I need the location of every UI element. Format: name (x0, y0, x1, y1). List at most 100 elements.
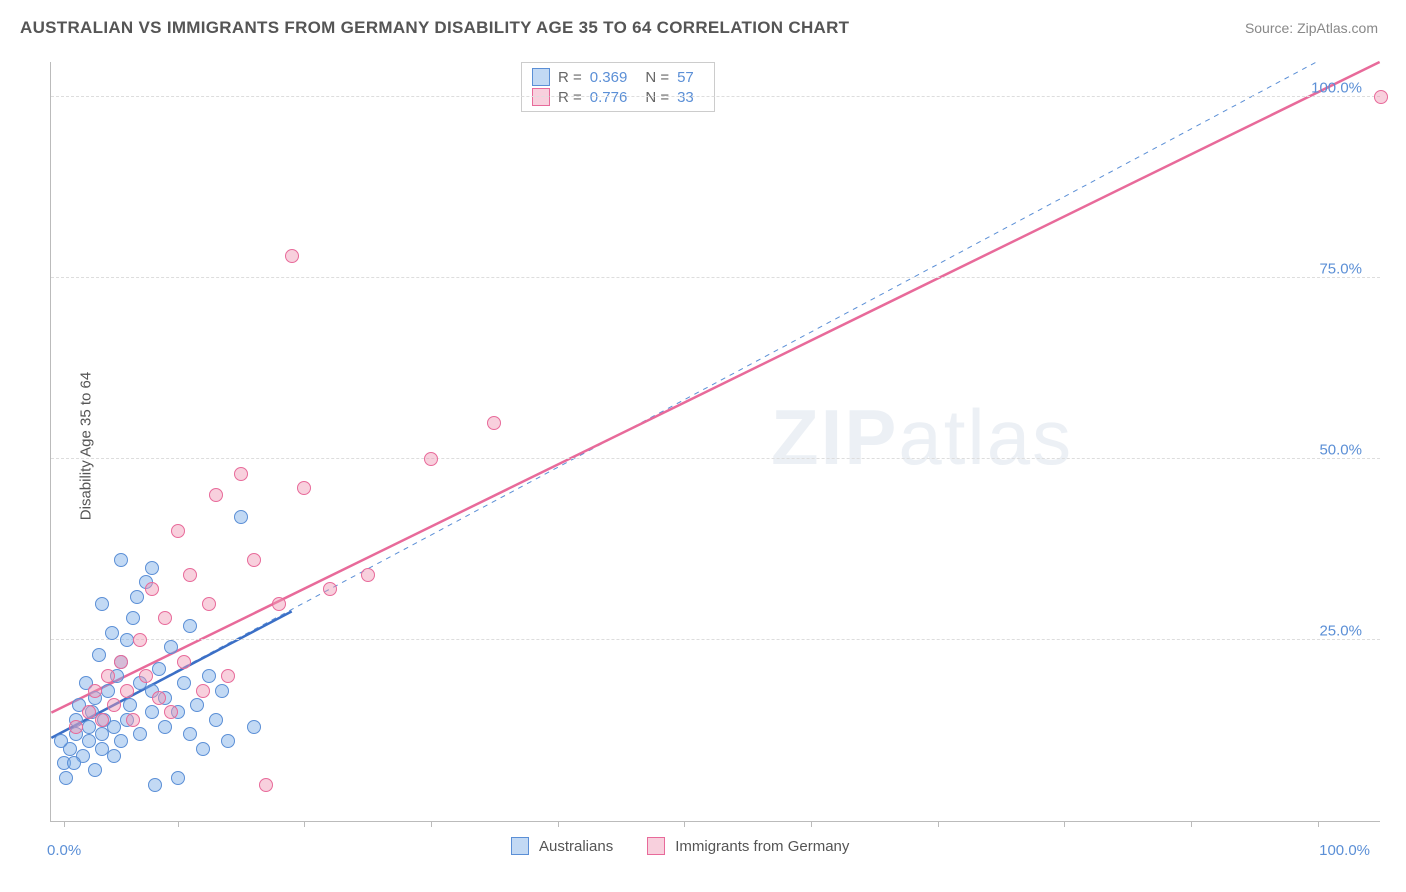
data-point (107, 720, 121, 734)
data-point (209, 713, 223, 727)
data-point (183, 727, 197, 741)
legend-n-value: 57 (677, 69, 694, 86)
data-point (297, 481, 311, 495)
data-point (259, 778, 273, 792)
data-point (105, 626, 119, 640)
x-tick-label-max: 100.0% (1319, 842, 1370, 859)
data-point (247, 720, 261, 734)
data-point (133, 633, 147, 647)
data-point (272, 597, 286, 611)
x-tick (938, 821, 939, 827)
data-point (424, 452, 438, 466)
data-point (164, 640, 178, 654)
x-tick (64, 821, 65, 827)
x-tick (1318, 821, 1319, 827)
data-point (234, 510, 248, 524)
trend-line (51, 62, 1316, 738)
x-tick (558, 821, 559, 827)
y-tick-label: 75.0% (1319, 261, 1362, 278)
data-point (152, 662, 166, 676)
data-point (145, 561, 159, 575)
source-attribution: Source: ZipAtlas.com (1245, 20, 1378, 36)
data-point (171, 524, 185, 538)
x-tick (1191, 821, 1192, 827)
data-point (67, 756, 81, 770)
gridline (51, 277, 1380, 278)
data-point (145, 705, 159, 719)
data-point (164, 705, 178, 719)
data-point (95, 597, 109, 611)
data-point (234, 467, 248, 481)
data-point (107, 749, 121, 763)
data-point (130, 590, 144, 604)
gridline (51, 96, 1380, 97)
x-tick (431, 821, 432, 827)
data-point (126, 611, 140, 625)
legend-series-label: Australians (539, 838, 613, 855)
data-point (59, 771, 73, 785)
data-point (88, 684, 102, 698)
data-point (221, 669, 235, 683)
data-point (148, 778, 162, 792)
legend-r-label: R = (558, 69, 582, 86)
data-point (202, 669, 216, 683)
plot-area: ZIPatlas R =0.369N =57R =0.776N =33 Aust… (50, 62, 1380, 822)
data-point (177, 676, 191, 690)
y-tick-label: 25.0% (1319, 623, 1362, 640)
data-point (158, 611, 172, 625)
data-point (120, 684, 134, 698)
data-point (139, 669, 153, 683)
data-point (361, 568, 375, 582)
data-point (54, 734, 68, 748)
data-point (202, 597, 216, 611)
data-point (285, 249, 299, 263)
data-point (1374, 90, 1388, 104)
trend-lines-layer (51, 62, 1380, 821)
data-point (177, 655, 191, 669)
legend-swatch (511, 837, 529, 855)
data-point (183, 619, 197, 633)
data-point (171, 771, 185, 785)
data-point (247, 553, 261, 567)
data-point (114, 553, 128, 567)
legend-series-label: Immigrants from Germany (675, 838, 849, 855)
data-point (145, 582, 159, 596)
data-point (152, 691, 166, 705)
legend-swatch (647, 837, 665, 855)
data-point (221, 734, 235, 748)
chart-title: AUSTRALIAN VS IMMIGRANTS FROM GERMANY DI… (20, 18, 849, 38)
data-point (114, 734, 128, 748)
x-tick (1064, 821, 1065, 827)
trend-line (51, 62, 1379, 713)
data-point (209, 488, 223, 502)
x-tick (811, 821, 812, 827)
legend-swatch (532, 68, 550, 86)
data-point (95, 727, 109, 741)
data-point (190, 698, 204, 712)
data-point (92, 648, 106, 662)
x-tick (304, 821, 305, 827)
data-point (215, 684, 229, 698)
data-point (487, 416, 501, 430)
data-point (158, 720, 172, 734)
gridline (51, 458, 1380, 459)
x-tick (178, 821, 179, 827)
gridline (51, 639, 1380, 640)
data-point (101, 684, 115, 698)
data-point (101, 669, 115, 683)
data-point (69, 720, 83, 734)
data-point (123, 698, 137, 712)
y-tick-label: 100.0% (1311, 80, 1362, 97)
data-point (183, 568, 197, 582)
x-tick (684, 821, 685, 827)
data-point (196, 742, 210, 756)
data-point (126, 713, 140, 727)
y-tick-label: 50.0% (1319, 442, 1362, 459)
x-tick-label-min: 0.0% (47, 842, 81, 859)
data-point (114, 655, 128, 669)
legend-n-label: N = (645, 69, 669, 86)
data-point (107, 698, 121, 712)
data-point (196, 684, 210, 698)
data-point (95, 713, 109, 727)
legend-r-value: 0.369 (590, 69, 628, 86)
